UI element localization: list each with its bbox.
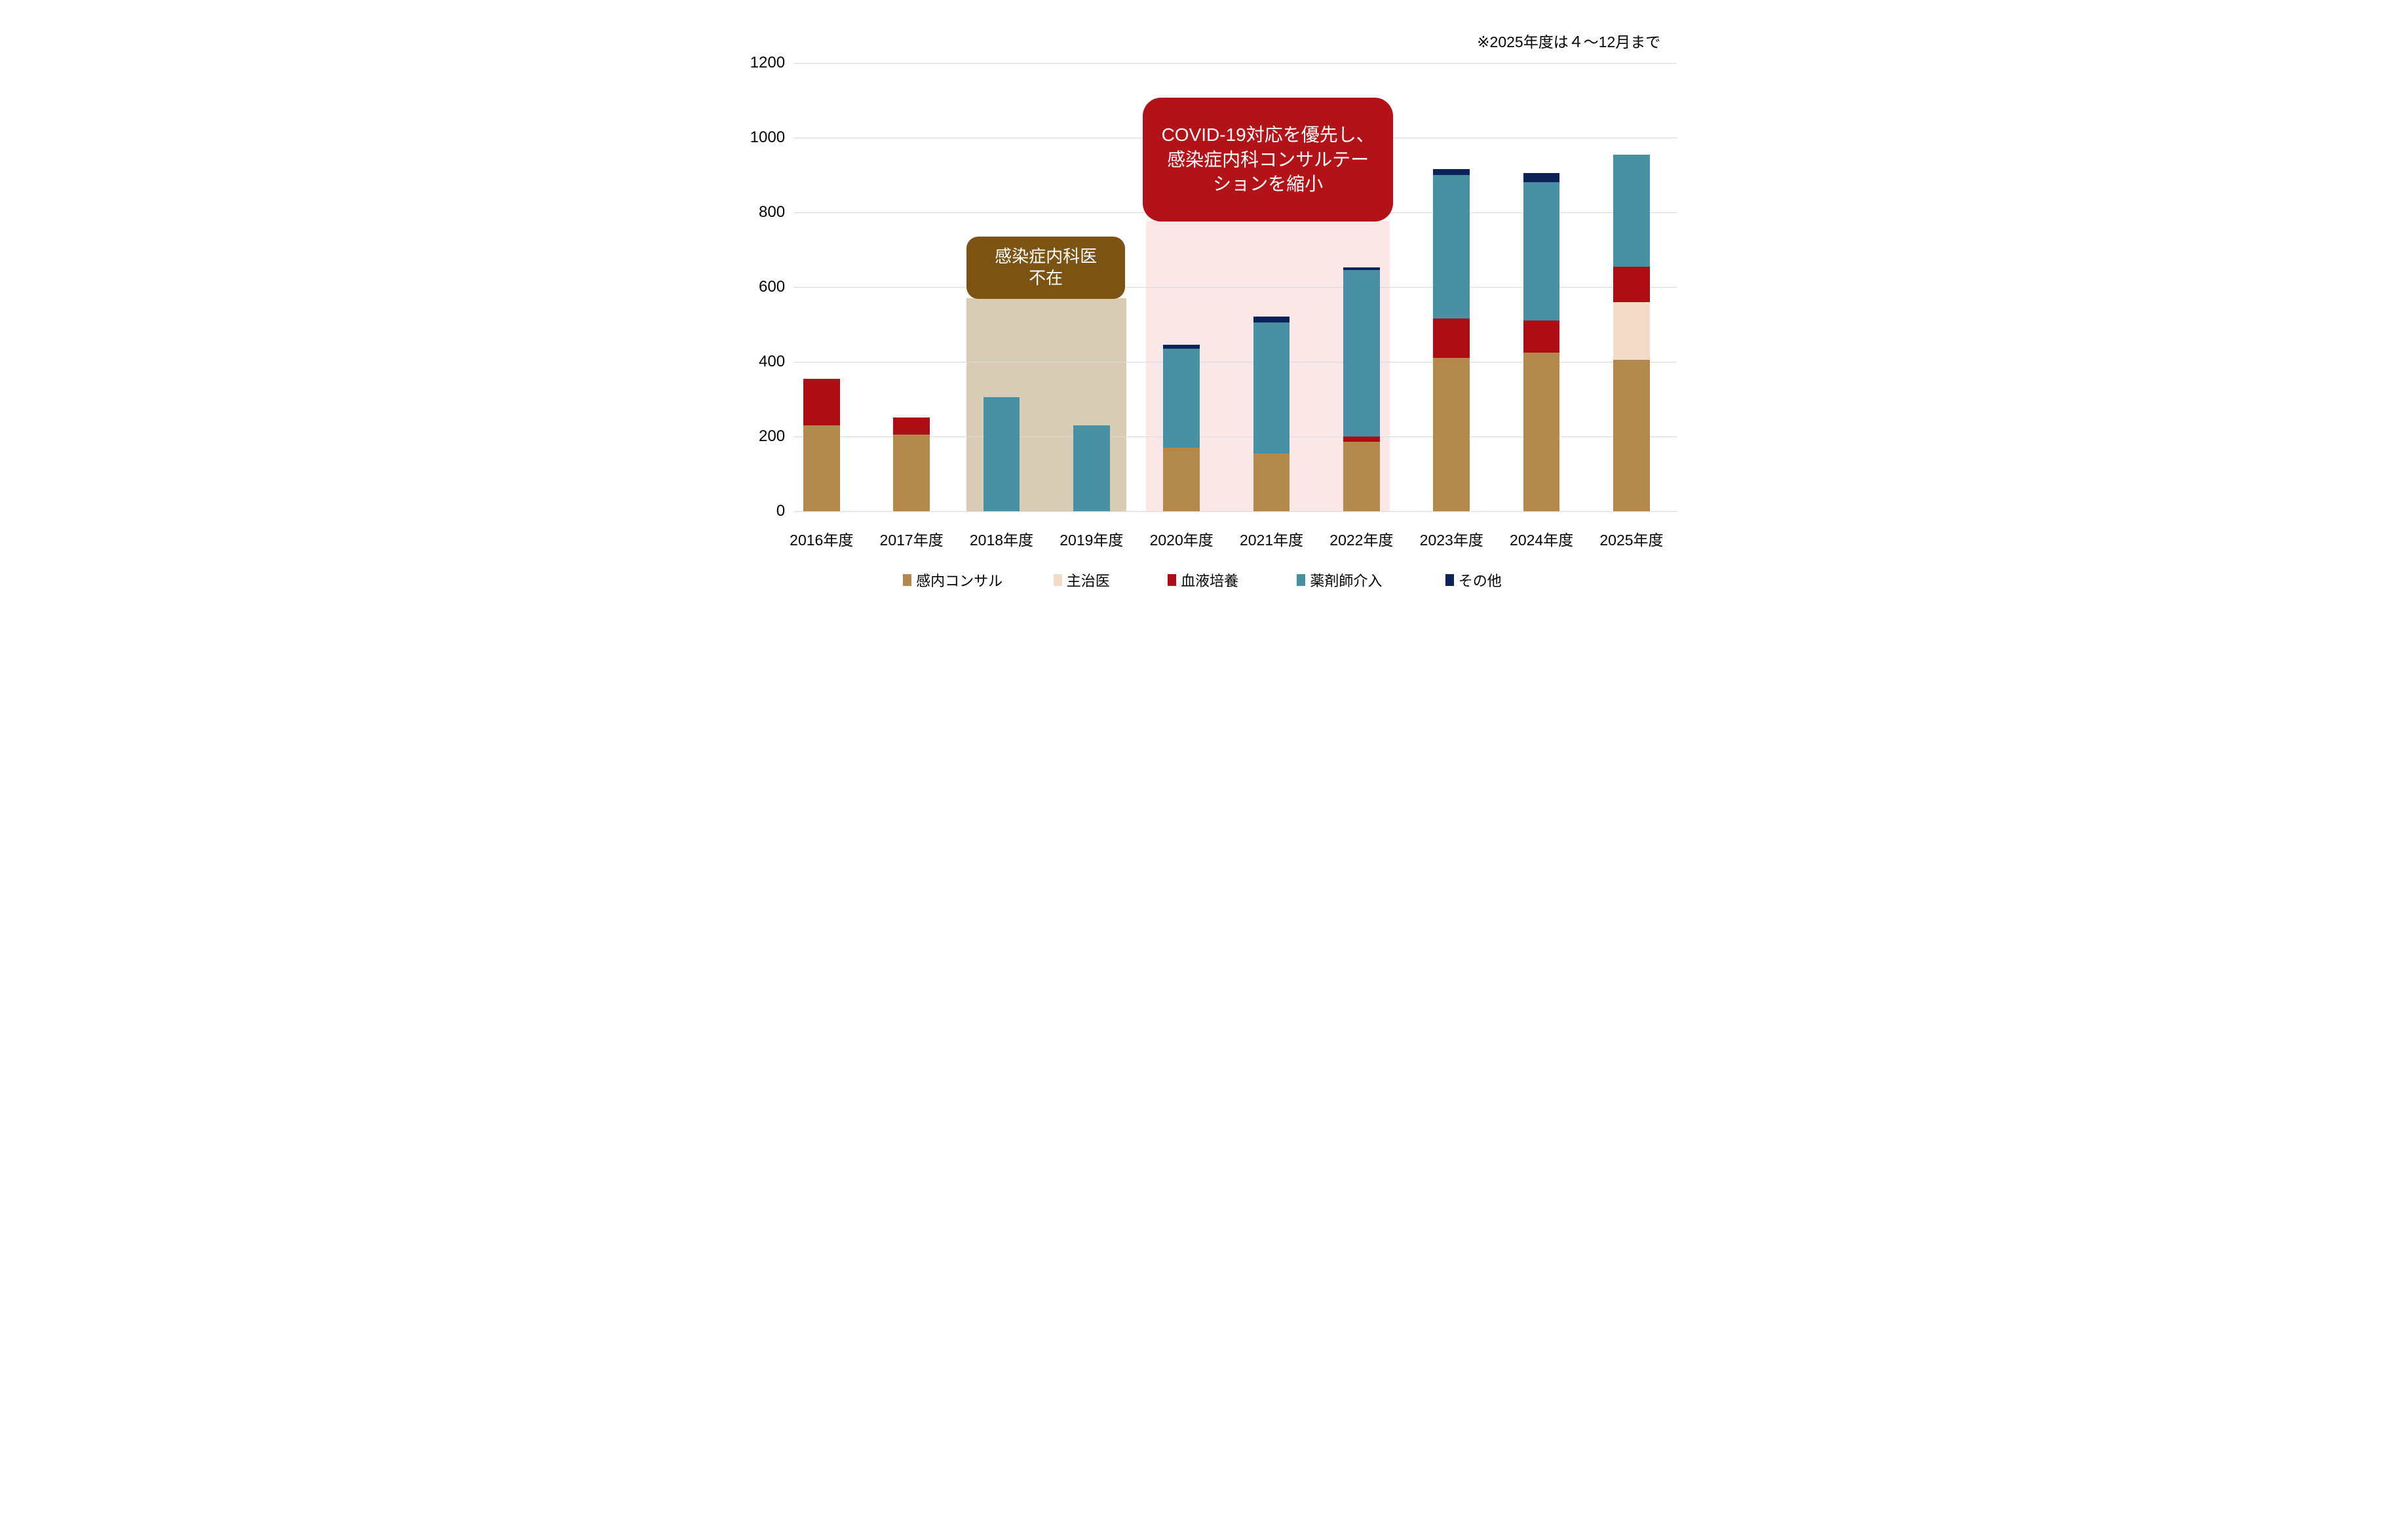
bar-segment-血液培養-2022年度 [1343, 436, 1380, 442]
bar-segment-主治医-2025年度 [1613, 301, 1650, 360]
bar-segment-その他-2024年度 [1523, 173, 1560, 183]
x-axis-label-2017年度: 2017年度 [879, 531, 944, 549]
bar-segment-薬剤師介入-2020年度 [1163, 348, 1200, 448]
legend-item-薬剤師介入: 薬剤師介入 [1297, 570, 1382, 591]
legend-swatch-感内コンサル [903, 573, 912, 586]
gridline-1200 [793, 62, 1677, 64]
x-axis-label-2025年度: 2025年度 [1599, 531, 1664, 549]
y-axis-label-0: 0 [776, 501, 786, 520]
bar-segment-薬剤師介入-2023年度 [1433, 174, 1470, 319]
bar-segment-感内コンサル-2022年度 [1343, 442, 1380, 511]
bar-segment-薬剤師介入-2019年度 [1073, 425, 1110, 511]
bar-segment-血液培養-2024年度 [1523, 320, 1560, 353]
legend-swatch-その他 [1445, 573, 1454, 586]
bar-segment-感内コンサル-2020年度 [1163, 447, 1200, 511]
bar-2023年度 [1433, 169, 1470, 511]
gridline-600 [793, 286, 1677, 288]
y-axis-label-600: 600 [759, 277, 786, 296]
bar-2019年度 [1073, 425, 1110, 511]
gridline-0 [793, 511, 1677, 512]
x-axis-label-2024年度: 2024年度 [1510, 531, 1574, 549]
x-axis-label-2018年度: 2018年度 [969, 531, 1034, 549]
bar-segment-薬剤師介入-2018年度 [983, 397, 1020, 511]
annotation-box-covid: COVID-19対応を優先し、 感染症内科コンサルテー ションを縮小 [1143, 97, 1393, 222]
legend-item-主治医: 主治医 [1053, 570, 1110, 591]
bar-segment-薬剤師介入-2022年度 [1343, 270, 1380, 437]
x-axis-label-2021年度: 2021年度 [1239, 531, 1304, 549]
bar-2022年度 [1343, 267, 1380, 511]
bar-2020年度 [1163, 345, 1200, 511]
bar-segment-薬剤師介入-2024年度 [1523, 182, 1560, 321]
x-axis-label-2020年度: 2020年度 [1149, 531, 1214, 549]
bar-segment-感内コンサル-2023年度 [1433, 358, 1470, 511]
y-axis-label-800: 800 [759, 203, 786, 221]
bar-2017年度 [893, 417, 930, 511]
bar-segment-その他-2021年度 [1253, 317, 1290, 323]
legend-label-血液培養: 血液培養 [1181, 572, 1239, 589]
bar-segment-血液培養-2023年度 [1433, 319, 1470, 359]
x-axis-label-2016年度: 2016年度 [790, 531, 854, 549]
bar-2025年度 [1613, 154, 1650, 511]
bar-2018年度 [983, 397, 1020, 511]
legend-label-その他: その他 [1458, 572, 1502, 589]
legend-swatch-主治医 [1053, 573, 1062, 586]
bar-2024年度 [1523, 173, 1560, 511]
bar-segment-薬剤師介入-2025年度 [1613, 154, 1650, 267]
bar-segment-感内コンサル-2024年度 [1523, 352, 1560, 511]
legend-item-血液培養: 血液培養 [1168, 570, 1238, 591]
legend-item-その他: その他 [1445, 570, 1502, 591]
bar-segment-感内コンサル-2016年度 [803, 425, 840, 511]
bar-segment-感内コンサル-2017年度 [893, 435, 930, 511]
legend-label-感内コンサル: 感内コンサル [916, 572, 1003, 589]
y-axis-label-1200: 1200 [750, 53, 786, 71]
bar-2021年度 [1253, 317, 1290, 511]
y-axis-label-400: 400 [759, 352, 786, 370]
bar-segment-その他-2020年度 [1163, 345, 1200, 349]
bar-segment-感内コンサル-2025年度 [1613, 360, 1650, 511]
bar-segment-その他-2022年度 [1343, 267, 1380, 271]
x-axis-label-2019年度: 2019年度 [1060, 531, 1124, 549]
legend-swatch-血液培養 [1168, 573, 1177, 586]
slide: ※2025年度は４～12月まで 0 200 400 600 800 1000 1200 201… [722, 0, 1686, 606]
bar-segment-薬剤師介入-2021年度 [1253, 322, 1290, 454]
legend-label-主治医: 主治医 [1066, 572, 1110, 589]
legend-label-薬剤師介入: 薬剤師介入 [1310, 572, 1383, 589]
legend-item-感内コンサル: 感内コンサル [903, 570, 1003, 591]
legend-swatch-薬剤師介入 [1297, 573, 1306, 586]
bar-segment-感内コンサル-2021年度 [1253, 453, 1290, 511]
bar-segment-その他-2023年度 [1433, 169, 1470, 175]
x-axis-label-2023年度: 2023年度 [1419, 531, 1483, 549]
annotation-box-physician-absent: 感染症内科医 不在 [966, 237, 1126, 299]
bar-segment-血液培養-2017年度 [893, 417, 930, 435]
footnote: ※2025年度は４～12月まで [1477, 33, 1661, 51]
bar-2016年度 [803, 378, 840, 511]
y-axis-label-200: 200 [759, 427, 786, 445]
bar-segment-血液培養-2016年度 [803, 378, 840, 425]
y-axis-label-1000: 1000 [750, 128, 786, 146]
bar-segment-血液培養-2025年度 [1613, 266, 1650, 302]
x-axis-label-2022年度: 2022年度 [1329, 531, 1394, 549]
